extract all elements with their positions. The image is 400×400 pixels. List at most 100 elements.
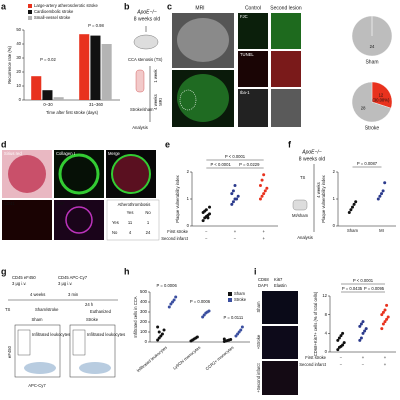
panel-letter: f bbox=[288, 139, 292, 149]
dot bbox=[265, 186, 269, 190]
row-mark: + bbox=[384, 362, 387, 367]
legend-swatch bbox=[28, 10, 32, 14]
x-tick-label: 0–30 bbox=[43, 102, 53, 107]
label: Sham bbox=[256, 301, 261, 312]
schematic-b: ApoE−/− 8 weeks old CCA stenosis (TS) 1 … bbox=[128, 9, 163, 130]
dot bbox=[157, 336, 161, 340]
y-tick-label: 1 bbox=[333, 196, 336, 201]
fjc-image bbox=[271, 13, 301, 49]
label: CD45 eF450 bbox=[12, 275, 36, 280]
bar bbox=[53, 97, 64, 100]
y-tick-label: 0 bbox=[333, 223, 336, 228]
dot bbox=[385, 303, 389, 307]
pie-slice bbox=[371, 81, 393, 109]
bar bbox=[101, 44, 112, 100]
row-mark: − bbox=[234, 236, 237, 241]
label: ApoE−/− bbox=[301, 149, 322, 155]
annotation: (30.00%) bbox=[372, 98, 390, 103]
dot bbox=[240, 325, 244, 329]
bar bbox=[79, 34, 90, 101]
dot bbox=[157, 330, 161, 334]
dot bbox=[160, 332, 164, 336]
y-tick-label: 12 bbox=[322, 293, 327, 298]
dot bbox=[239, 328, 243, 332]
label: DAPI bbox=[258, 283, 268, 288]
panel-letter: e bbox=[165, 139, 170, 149]
dot bbox=[258, 184, 262, 187]
brain bbox=[177, 18, 229, 62]
x-tick-label: CCR2+ monocytes bbox=[204, 345, 234, 371]
y-tick-label: 0 bbox=[19, 97, 22, 102]
mouse-icon bbox=[135, 69, 145, 93]
annotation: P < 0.0001 bbox=[353, 278, 374, 283]
label: Infiltrated leukocytes bbox=[32, 332, 70, 337]
dot bbox=[380, 313, 384, 317]
schematic-g: CD45 eF450 3 μg i.v. CD45 APC-Cy7 3 μg i… bbox=[5, 275, 125, 388]
lesion-outline bbox=[179, 89, 197, 111]
x-tick-label: Sham bbox=[347, 228, 358, 233]
annotation: P = 0.0006 bbox=[190, 299, 211, 304]
pie-slice bbox=[352, 16, 392, 56]
label: 3 μg i.v. bbox=[12, 281, 26, 286]
label: ApoE−/− bbox=[136, 9, 157, 15]
dot bbox=[208, 205, 212, 209]
label: 3 min bbox=[68, 292, 79, 297]
y-tick-label: 30 bbox=[16, 55, 21, 60]
panel-letter: b bbox=[124, 1, 130, 11]
y-tick-label: 8 bbox=[325, 312, 328, 317]
label: CD68 bbox=[258, 277, 269, 282]
label: CCA stenosis (TS) bbox=[128, 57, 163, 62]
y-axis-label: Recurrence rate (%) bbox=[7, 46, 12, 84]
label: 4 weeks bbox=[153, 94, 158, 109]
y-tick-label: 2 bbox=[187, 169, 190, 174]
y-axis-label: Plaque vulnerability index bbox=[175, 174, 180, 222]
dot bbox=[201, 315, 205, 319]
dot bbox=[236, 194, 240, 198]
images-i: CD68 Ki67 DAPI Elastin Sham +Stroke +Sec… bbox=[256, 277, 298, 395]
fluorescence-image bbox=[262, 291, 298, 324]
panel-letter: c bbox=[167, 1, 172, 11]
dot bbox=[376, 197, 380, 201]
row-mark: − bbox=[362, 362, 365, 367]
dot bbox=[231, 200, 235, 204]
dot bbox=[341, 331, 345, 335]
dot bbox=[386, 315, 390, 319]
y-axis-label: Plaque vulnerability index bbox=[321, 174, 326, 222]
label: TUNEL bbox=[240, 52, 254, 57]
legend-swatch bbox=[228, 292, 232, 296]
panel-letter: g bbox=[1, 266, 7, 276]
label: Infiltrated leukocytes bbox=[87, 332, 125, 337]
legend-swatch bbox=[28, 4, 32, 8]
dot bbox=[354, 200, 358, 204]
dot bbox=[208, 212, 212, 216]
vessel bbox=[111, 154, 151, 194]
tunel-image bbox=[271, 51, 301, 87]
table-header: Yes bbox=[127, 210, 134, 215]
row-mark: + bbox=[234, 229, 237, 234]
dot bbox=[231, 189, 235, 193]
y-tick-label: 40 bbox=[16, 41, 21, 46]
dot bbox=[207, 309, 211, 313]
annotation: P < 0.0001 bbox=[211, 162, 232, 167]
mouse-icon bbox=[292, 199, 308, 211]
label: Merge bbox=[108, 151, 121, 156]
annotation: P = 0.0435 bbox=[342, 286, 363, 291]
label: Collagen I bbox=[56, 151, 75, 156]
label: CD45 APC-Cy7 bbox=[58, 275, 88, 280]
label: Stroke/sham bbox=[130, 107, 154, 112]
bar bbox=[42, 90, 53, 100]
label: Analysis bbox=[132, 125, 148, 130]
dot bbox=[195, 335, 199, 339]
y-tick-label: 400 bbox=[140, 299, 148, 304]
label: CD41 bbox=[4, 201, 15, 206]
dot bbox=[202, 313, 206, 317]
dot bbox=[336, 338, 340, 342]
dot bbox=[381, 189, 385, 193]
y-tick-label: 2 bbox=[333, 169, 336, 174]
y-tick-label: 200 bbox=[140, 319, 148, 324]
dot bbox=[378, 194, 382, 198]
dot bbox=[156, 338, 160, 342]
label: MRI bbox=[195, 5, 204, 11]
dot bbox=[359, 322, 363, 326]
label: 4 weeks bbox=[316, 182, 321, 197]
